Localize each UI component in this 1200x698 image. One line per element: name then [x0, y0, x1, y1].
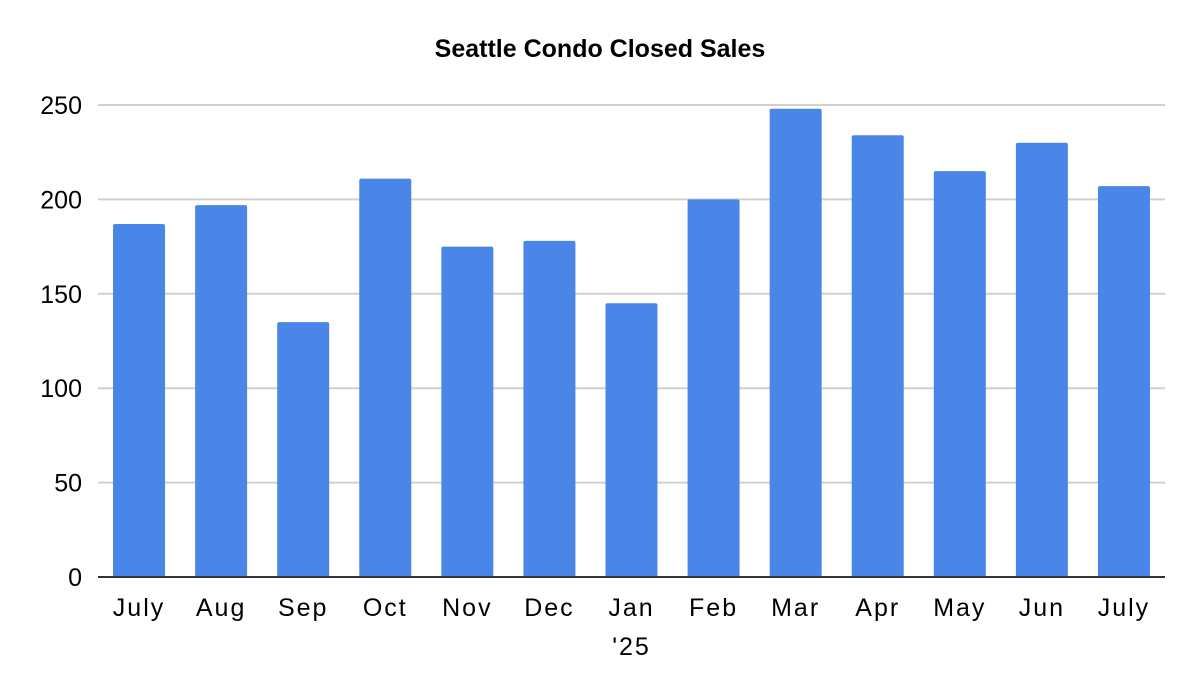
y-tick-label: 150 — [40, 281, 82, 309]
y-tick-label: 200 — [40, 186, 82, 214]
bar-1 — [195, 205, 248, 577]
bar-5 — [523, 240, 576, 577]
bar-10 — [933, 171, 986, 577]
bars — [113, 108, 1150, 577]
bar-7 — [687, 199, 740, 577]
x-tick-label: July — [113, 594, 165, 622]
chart-title: Seattle Condo Closed Sales — [435, 35, 766, 63]
bar-6 — [605, 303, 658, 577]
x-tick-label: Nov — [442, 594, 492, 622]
y-tick-label: 100 — [40, 375, 82, 403]
y-axis-ticks: 0 50 100 150 200 250 — [40, 92, 82, 592]
x-tick-label: Aug — [196, 594, 246, 622]
y-tick-label: 50 — [54, 470, 82, 498]
bar-11 — [1015, 142, 1068, 577]
x-tick-label: Mar — [771, 594, 820, 622]
gridlines — [98, 104, 1165, 484]
x-axis-ticks: July Aug Sep Oct Nov Dec Jan '25 Feb Mar Apr May Jun… — [113, 594, 1150, 661]
x-tick-label: Dec — [524, 594, 574, 622]
x-tick-label: '25 — [612, 633, 651, 661]
x-tick-label: Sep — [278, 594, 328, 622]
bar-12 — [1097, 186, 1150, 577]
x-tick-label: Oct — [363, 594, 408, 622]
x-tick-label: Apr — [855, 594, 900, 622]
x-tick-label: Feb — [689, 594, 738, 622]
x-tick-label: Jan — [608, 594, 654, 622]
bar-2 — [277, 322, 330, 577]
x-tick-label: July — [1098, 594, 1150, 622]
bar-8 — [769, 108, 822, 577]
bar-4 — [441, 246, 494, 577]
x-tick-label: Jun — [1019, 594, 1065, 622]
bar-0 — [113, 223, 166, 577]
bar-3 — [359, 178, 412, 577]
x-tick-label: May — [933, 594, 986, 622]
y-tick-label: 250 — [40, 92, 82, 120]
y-tick-label: 0 — [68, 564, 82, 592]
bar-9 — [851, 135, 904, 577]
